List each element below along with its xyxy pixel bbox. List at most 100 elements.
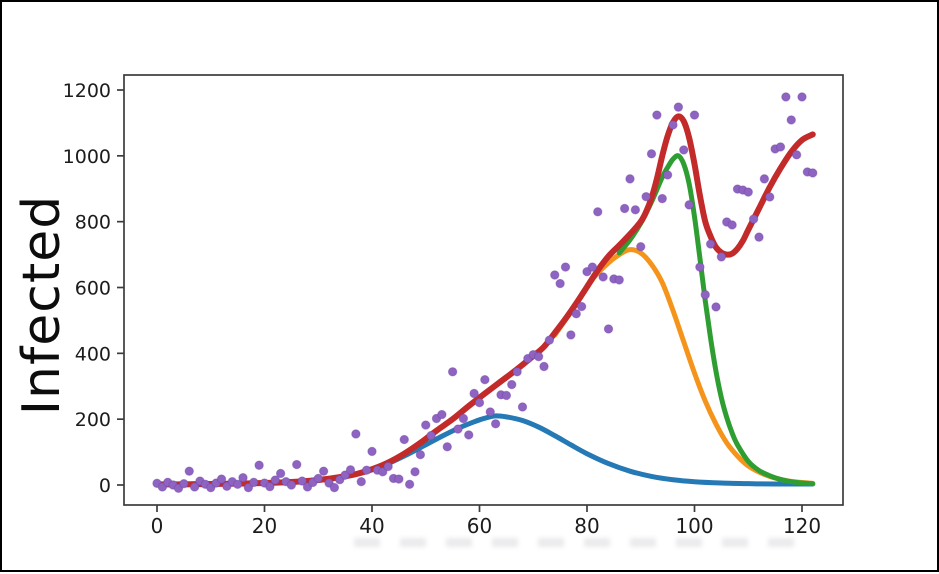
scatter-point — [249, 477, 259, 488]
scatter-point — [539, 361, 549, 372]
scatter-point — [378, 467, 388, 477]
scatter-point — [507, 379, 517, 390]
x-tick-label: 100 — [675, 514, 713, 538]
y-tick-label: 200 — [75, 409, 111, 431]
y-tick-label: 1200 — [63, 80, 111, 102]
scatter-point — [517, 402, 528, 412]
scatter-point — [603, 324, 614, 334]
scatter-point — [404, 479, 415, 490]
scatter-point — [442, 442, 452, 452]
scatter-point — [630, 205, 641, 215]
scatter-point — [576, 301, 587, 312]
scatter-point — [270, 475, 280, 485]
scatter-point — [544, 335, 555, 345]
scatter-point — [313, 473, 323, 484]
scatter-point — [646, 149, 657, 159]
x-tick-label: 0 — [151, 514, 164, 538]
scatter-point — [550, 270, 560, 280]
scatter-point — [238, 473, 248, 483]
curve-wave-2-component — [552, 247, 816, 486]
scatter-point — [437, 409, 447, 420]
x-tick-label: 20 — [252, 514, 277, 538]
x-tick-label: 40 — [359, 514, 384, 538]
scatter-point — [361, 465, 372, 475]
scatter-point — [421, 420, 431, 430]
scatter-point — [415, 450, 426, 460]
scatter-point — [695, 262, 705, 272]
scatter-point — [480, 374, 490, 385]
faded-text-artifact — [354, 538, 812, 547]
scatter-point — [243, 482, 254, 493]
scatter-point — [797, 92, 807, 102]
scatter-point — [383, 461, 393, 472]
scatter-point — [464, 430, 474, 440]
scatter-point — [189, 482, 200, 492]
scatter-point — [571, 309, 581, 319]
plot-area-border — [123, 74, 844, 506]
scatter-point — [469, 388, 479, 399]
scatter-point — [619, 203, 630, 214]
scatter-point — [775, 142, 786, 152]
scatter-point — [275, 468, 286, 479]
scatter-point — [566, 330, 576, 340]
scatter-point — [555, 278, 565, 289]
y-tick-label: 1000 — [63, 146, 111, 168]
y-tick-label: 0 — [99, 475, 111, 497]
scatter-point — [474, 398, 485, 408]
scatter-point — [512, 367, 522, 377]
scatter-point — [748, 214, 759, 224]
scatter-point — [587, 262, 598, 272]
scatter-point — [679, 145, 689, 155]
scatter-point — [351, 429, 361, 439]
scatter-point — [791, 150, 802, 160]
x-tick-label: 60 — [467, 514, 492, 538]
scatter-point — [297, 476, 307, 486]
scatter-point — [410, 467, 420, 477]
scatter-point — [673, 102, 684, 112]
scatter-point — [345, 465, 356, 475]
scatter-point — [254, 460, 264, 470]
scatter-point — [318, 466, 329, 476]
scatter-point — [286, 480, 297, 490]
scatter-point — [367, 446, 377, 457]
scatter-point — [705, 239, 716, 249]
scatter-point — [759, 174, 770, 184]
scatter-point — [743, 187, 753, 197]
scatter-point — [614, 275, 624, 285]
scatter-point — [668, 120, 678, 130]
scatter-point — [485, 407, 495, 417]
scatter-point — [700, 290, 710, 300]
scatter-point — [447, 367, 458, 377]
scatter-point — [453, 424, 463, 434]
scatter-point — [684, 200, 694, 210]
scatter-point — [329, 482, 340, 493]
y-tick-label: 400 — [75, 343, 111, 365]
scatter-point — [662, 170, 673, 180]
curve-wave-3-component — [616, 153, 816, 487]
scatter-point — [625, 174, 635, 184]
scatter-point — [652, 110, 662, 120]
scatter-point — [426, 430, 436, 441]
scatter-point — [560, 262, 571, 272]
scatter-point — [458, 413, 469, 424]
scatter-point — [786, 115, 796, 125]
scatter-point — [727, 220, 737, 230]
scatter-point — [593, 207, 603, 217]
scatter-point — [754, 232, 764, 242]
scatter-point — [781, 92, 791, 102]
scatter-point — [765, 192, 775, 202]
scatter-point — [394, 474, 404, 484]
scatter-point — [232, 479, 243, 490]
x-tick-label: 120 — [783, 514, 821, 538]
scatter-point — [184, 466, 194, 476]
y-tick-label: 600 — [75, 277, 111, 299]
scatter-point — [711, 302, 721, 312]
x-tick-label: 80 — [574, 514, 599, 538]
scatter-point — [641, 191, 651, 202]
curve-total-fit — [154, 113, 816, 488]
scatter-point — [689, 110, 700, 120]
scatter-point — [490, 419, 501, 429]
scatter-point — [292, 459, 302, 470]
